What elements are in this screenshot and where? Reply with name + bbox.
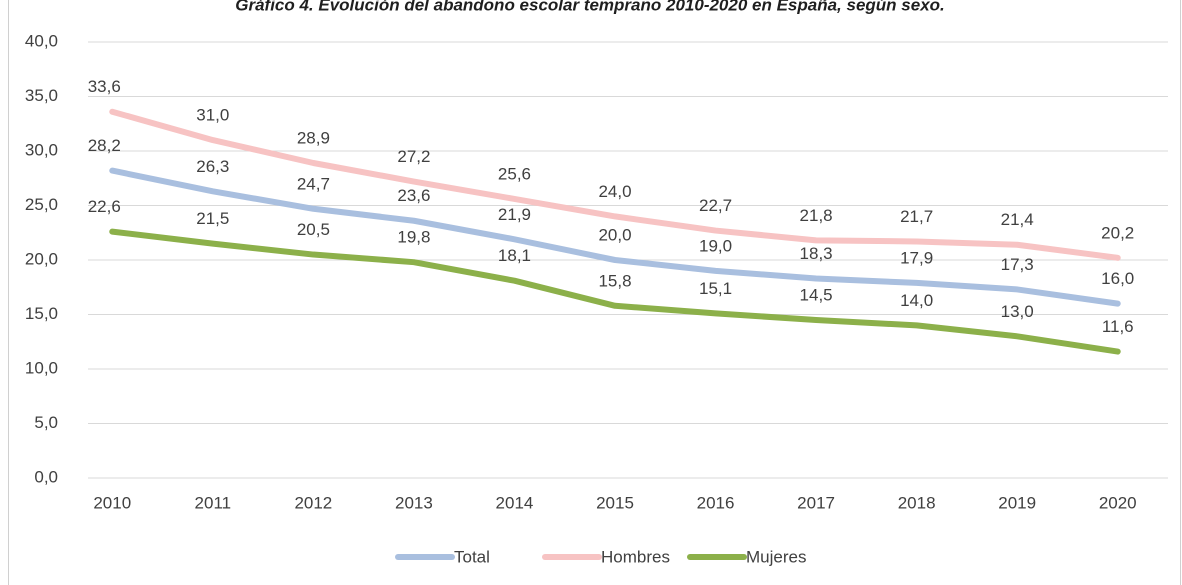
x-tick-label: 2018 [898,493,936,512]
data-label: 22,7 [699,196,732,215]
data-label: 28,2 [88,136,121,155]
data-label: 24,7 [297,174,330,193]
x-tick-label: 2014 [496,493,534,512]
x-tick-label: 2016 [697,493,735,512]
x-tick-label: 2017 [797,493,835,512]
x-tick-label: 2010 [93,493,131,512]
x-tick-label: 2011 [195,493,232,512]
data-label: 21,5 [196,209,229,228]
chart-title: Gráfico 4. Evolución del abandono escola… [235,0,945,14]
chart-frame [8,0,1181,585]
series-line [109,108,1121,261]
data-label: 21,8 [800,206,833,225]
data-label: 15,8 [598,271,631,290]
x-tick-label: 2013 [395,493,433,512]
y-tick-label: 20,0 [25,249,58,268]
x-tick-label: 2019 [998,493,1036,512]
data-label: 18,1 [498,246,531,265]
y-tick-label: 0,0 [34,467,58,486]
series-line [109,228,1121,355]
data-label: 23,6 [397,186,430,205]
data-label: 14,0 [900,291,933,310]
data-label: 22,6 [88,197,121,216]
data-label: 28,9 [297,128,330,147]
x-tick-label: 2012 [294,493,332,512]
data-label: 17,9 [900,248,933,267]
legend-label: Hombres [601,547,670,566]
data-label: 18,3 [800,244,833,263]
legend-label: Mujeres [746,547,806,566]
series-line [109,167,1121,307]
data-label: 21,4 [1001,210,1034,229]
data-label: 19,0 [699,236,732,255]
data-label: 26,3 [196,157,229,176]
data-label: 31,0 [196,106,229,125]
data-label: 21,9 [498,205,531,224]
y-tick-label: 25,0 [25,195,58,214]
data-label: 17,3 [1001,255,1034,274]
y-tick-label: 15,0 [25,304,58,323]
data-label: 27,2 [397,147,430,166]
data-label: 20,0 [598,225,631,244]
data-label: 19,8 [397,228,430,247]
data-label: 15,1 [699,279,732,298]
data-label: 24,0 [598,182,631,201]
data-label: 21,7 [900,207,933,226]
x-tick-label: 2015 [596,493,634,512]
data-label: 20,2 [1101,223,1134,242]
y-tick-label: 35,0 [25,86,58,105]
y-tick-label: 10,0 [25,358,58,377]
data-label: 33,6 [88,77,121,96]
y-tick-label: 40,0 [25,31,58,50]
data-label: 16,0 [1101,269,1134,288]
data-label: 11,6 [1102,317,1134,336]
y-tick-label: 30,0 [25,140,58,159]
data-label: 20,5 [297,220,330,239]
data-label: 14,5 [800,285,833,304]
data-label: 13,0 [1001,302,1034,321]
legend-label: Total [454,547,490,566]
x-tick-label: 2020 [1099,493,1137,512]
y-tick-label: 5,0 [34,413,58,432]
data-label: 25,6 [498,164,531,183]
